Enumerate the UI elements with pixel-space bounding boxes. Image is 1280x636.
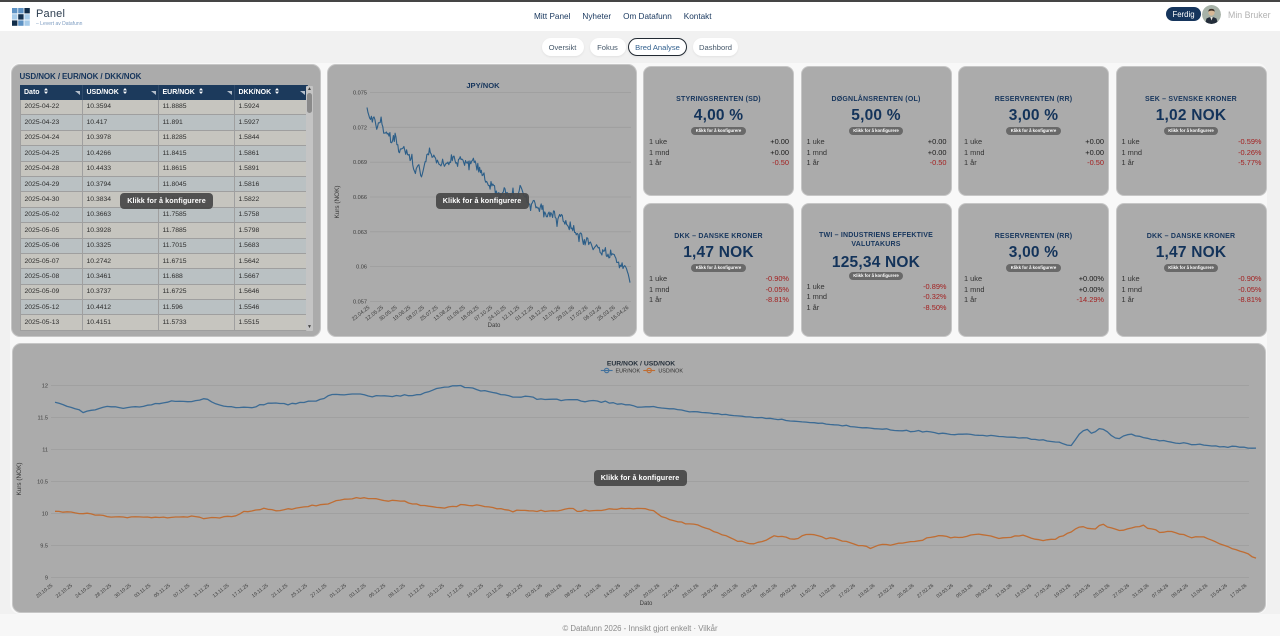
svg-text:21.11.25: 21.11.25	[270, 582, 289, 599]
svg-text:03.11.25: 03.11.25	[133, 582, 152, 599]
svg-text:10.5: 10.5	[37, 479, 48, 485]
svg-text:22.10.25: 22.10.25	[55, 582, 74, 599]
svg-text:02.01.26: 02.01.26	[524, 582, 543, 599]
svg-text:0.063: 0.063	[353, 229, 367, 235]
svg-text:30.01.26: 30.01.26	[720, 582, 739, 599]
svg-text:EUR/NOK / USD/NOK: EUR/NOK / USD/NOK	[607, 360, 675, 367]
svg-text:13.04.26: 13.04.26	[1190, 582, 1209, 599]
svg-text:09.02.26: 09.02.26	[779, 582, 798, 599]
svg-text:Dato: Dato	[640, 601, 653, 607]
svg-text:28.10.25: 28.10.25	[94, 582, 113, 599]
svg-text:25.11.25: 25.11.25	[290, 582, 309, 599]
svg-text:0.06: 0.06	[356, 264, 367, 270]
svg-text:30.10.25: 30.10.25	[113, 582, 132, 599]
svg-text:09.03.26: 09.03.26	[975, 582, 994, 599]
svg-text:30.12.25: 30.12.25	[505, 582, 524, 599]
svg-text:0.066: 0.066	[353, 195, 367, 201]
svg-text:0.072: 0.072	[353, 125, 367, 131]
svg-text:15.04.26: 15.04.26	[1210, 582, 1229, 599]
svg-text:20.10.25: 20.10.25	[35, 582, 54, 599]
svg-text:Kurs (NOK): Kurs (NOK)	[16, 462, 23, 495]
svg-text:Kurs (NOK): Kurs (NOK)	[334, 185, 341, 218]
svg-text:09.04.26: 09.04.26	[1170, 582, 1189, 599]
svg-text:06.01.26: 06.01.26	[544, 582, 563, 599]
svg-text:03.12.25: 03.12.25	[348, 582, 367, 599]
svg-text:14.01.26: 14.01.26	[603, 582, 622, 599]
svg-text:24.10.25: 24.10.25	[74, 582, 93, 599]
svg-text:11.5: 11.5	[38, 415, 48, 421]
svg-text:0.069: 0.069	[353, 160, 367, 166]
svg-text:05.11.25: 05.11.25	[153, 582, 172, 599]
svg-text:11.03.26: 11.03.26	[995, 582, 1014, 599]
svg-text:27.11.25: 27.11.25	[309, 582, 328, 599]
svg-text:03.03.26: 03.03.26	[936, 582, 955, 599]
svg-text:JPY/NOK: JPY/NOK	[466, 81, 500, 90]
svg-text:17.11.25: 17.11.25	[231, 582, 250, 599]
svg-text:20.01.26: 20.01.26	[642, 582, 661, 599]
svg-text:10: 10	[42, 511, 48, 517]
svg-text:05.03.26: 05.03.26	[955, 582, 974, 599]
svg-text:17.12.25: 17.12.25	[446, 582, 465, 599]
svg-text:17.02.26: 17.02.26	[838, 582, 857, 599]
svg-text:19.12.25: 19.12.25	[466, 582, 485, 599]
svg-text:05.12.25: 05.12.25	[368, 582, 387, 599]
svg-text:07.11.25: 07.11.25	[172, 582, 191, 599]
svg-text:31.03.26: 31.03.26	[1131, 582, 1150, 599]
svg-text:01.12.25: 01.12.25	[329, 582, 348, 599]
svg-text:11.11.25: 11.11.25	[192, 582, 211, 598]
svg-text:11.02.26: 11.02.26	[799, 582, 818, 599]
svg-text:07.04.26: 07.04.26	[1151, 582, 1170, 599]
svg-text:Dato: Dato	[488, 323, 501, 329]
svg-text:12: 12	[42, 383, 48, 389]
svg-text:19.11.25: 19.11.25	[251, 582, 270, 599]
svg-text:09.12.25: 09.12.25	[387, 582, 406, 599]
svg-text:USD/NOK: USD/NOK	[658, 368, 683, 374]
svg-text:05.02.26: 05.02.26	[759, 582, 778, 599]
svg-text:11.12.25: 11.12.25	[407, 582, 426, 599]
svg-text:08.01.26: 08.01.26	[564, 582, 583, 599]
svg-text:17.03.26: 17.03.26	[1033, 582, 1052, 599]
svg-text:26.01.26: 26.01.26	[681, 582, 700, 599]
svg-text:13.02.26: 13.02.26	[818, 582, 837, 599]
svg-text:0.057: 0.057	[353, 299, 367, 305]
svg-text:17.04.26: 17.04.26	[1229, 582, 1248, 599]
svg-text:11: 11	[42, 447, 48, 453]
svg-text:19.03.26: 19.03.26	[1053, 582, 1072, 599]
svg-text:03.02.26: 03.02.26	[740, 582, 759, 599]
svg-text:28.01.26: 28.01.26	[701, 582, 720, 599]
svg-text:23.03.26: 23.03.26	[1073, 582, 1092, 599]
svg-text:25.02.26: 25.02.26	[896, 582, 915, 599]
svg-text:13.03.26: 13.03.26	[1014, 582, 1033, 599]
svg-text:27.03.26: 27.03.26	[1112, 582, 1131, 599]
svg-text:23.02.26: 23.02.26	[877, 582, 896, 599]
svg-text:19.02.26: 19.02.26	[857, 582, 876, 599]
svg-text:15.12.25: 15.12.25	[427, 582, 446, 599]
svg-text:9: 9	[45, 575, 48, 581]
svg-text:22.01.26: 22.01.26	[662, 582, 681, 599]
svg-text:16.01.26: 16.01.26	[622, 582, 641, 599]
svg-text:EUR/NOK: EUR/NOK	[616, 368, 641, 374]
svg-text:13.11.25: 13.11.25	[212, 582, 231, 599]
svg-text:23.12.25: 23.12.25	[485, 582, 504, 599]
svg-text:9.5: 9.5	[40, 543, 48, 549]
svg-text:27.02.26: 27.02.26	[916, 582, 935, 599]
svg-text:0.075: 0.075	[353, 90, 367, 96]
svg-text:25.03.26: 25.03.26	[1092, 582, 1111, 599]
svg-text:12.01.26: 12.01.26	[583, 582, 602, 599]
